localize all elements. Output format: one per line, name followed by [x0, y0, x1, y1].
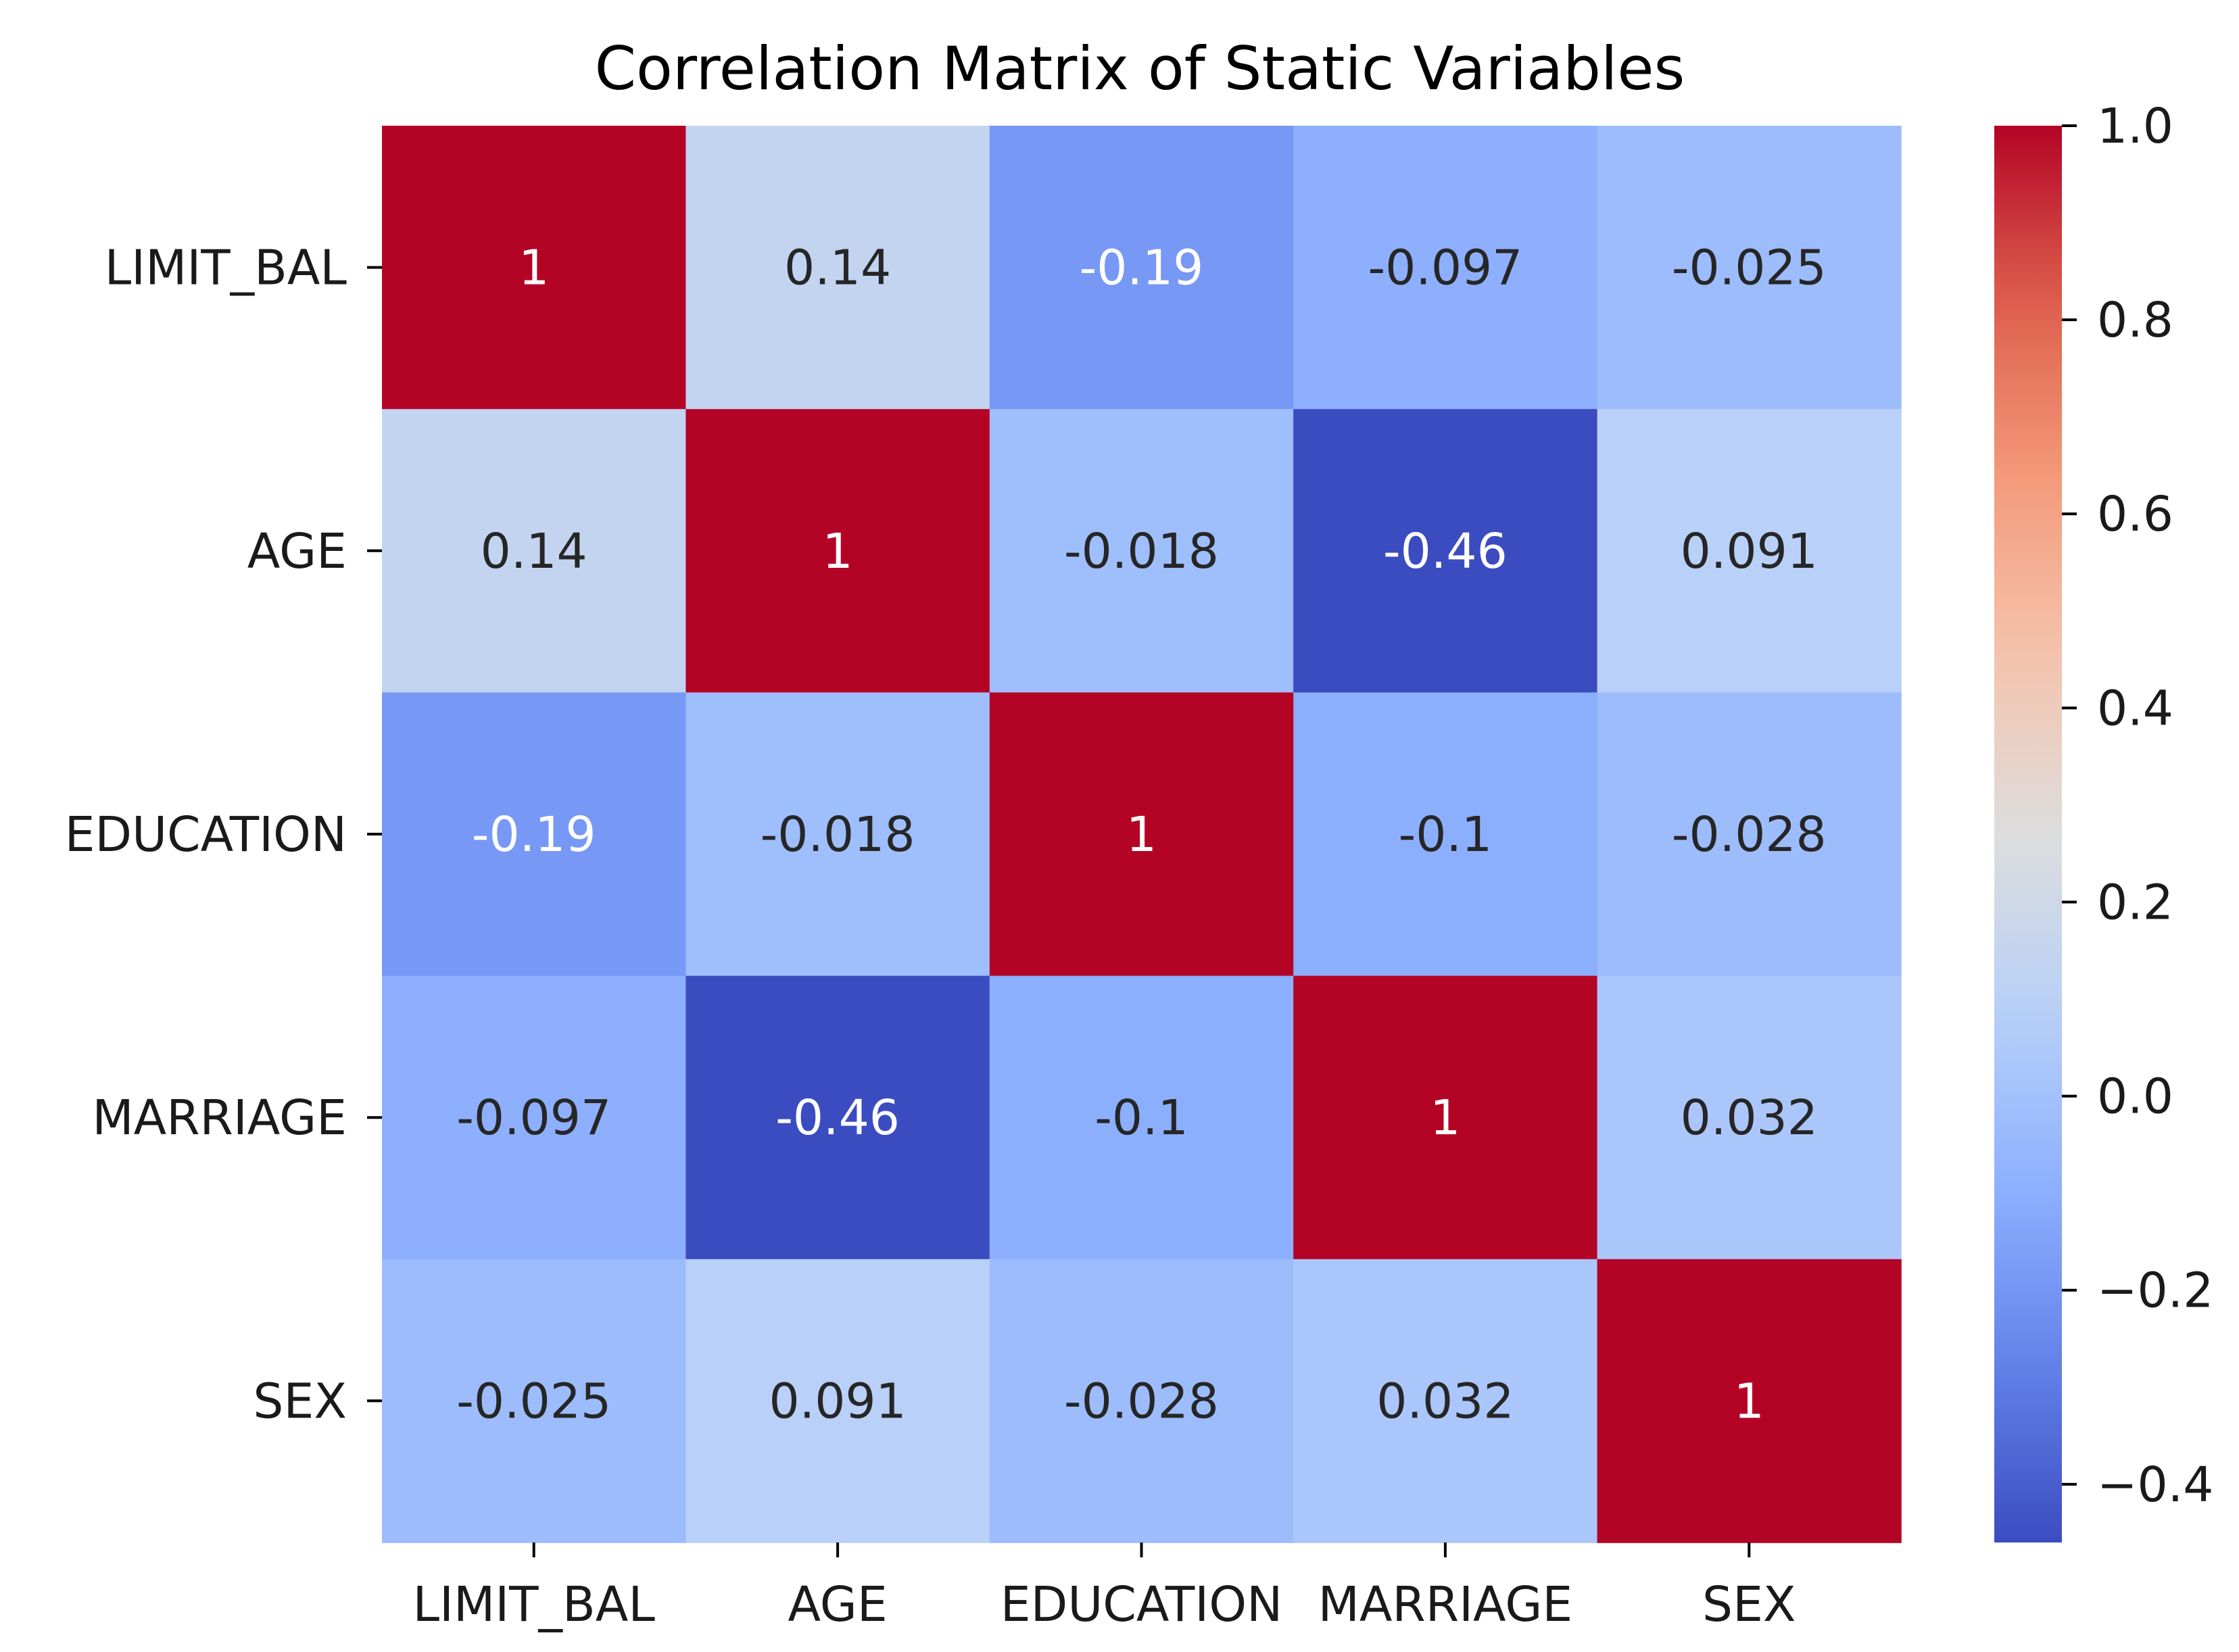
- cell-annotation: -0.025: [456, 1373, 611, 1429]
- heatmap-cell: [382, 692, 687, 977]
- y-tick-label: LIMIT_BAL: [105, 240, 347, 296]
- cell-annotation: -0.025: [1672, 240, 1827, 296]
- cell-annotation: -0.19: [472, 806, 596, 863]
- cell-annotation: 0.091: [769, 1373, 906, 1429]
- heatmap-cell: [1597, 975, 1902, 1260]
- heatmap-cell: [685, 1259, 990, 1543]
- cell-annotation: -0.19: [1080, 240, 1204, 296]
- y-tick-label: EDUCATION: [65, 806, 347, 863]
- y-tick-label: SEX: [253, 1373, 347, 1429]
- cell-annotation: -0.46: [1383, 523, 1508, 579]
- cell-annotation: 1: [1126, 806, 1157, 863]
- heatmap-cell: [989, 126, 1294, 410]
- heatmap-cell: [685, 975, 990, 1260]
- heatmap-cell: [382, 1259, 687, 1543]
- heatmap-cells: [382, 126, 1902, 1543]
- heatmap-cell: [1597, 1259, 1902, 1543]
- colorbar-tick-label: −0.2: [2097, 1263, 2213, 1319]
- cell-annotation: -0.1: [1094, 1090, 1188, 1146]
- heatmap-cell: [989, 1259, 1294, 1543]
- cell-annotation: 1: [1734, 1373, 1764, 1429]
- colorbar-tick-label: 1.0: [2097, 98, 2173, 154]
- colorbar: 1.0 0.8 0.6 0.4 0.2 0.0 −0.2 −0.4: [1994, 98, 2213, 1542]
- cell-annotation: -0.028: [1672, 806, 1827, 863]
- x-tick-label: LIMIT_BAL: [412, 1576, 655, 1632]
- heatmap-cell: [382, 975, 687, 1260]
- cell-annotation: -0.097: [456, 1090, 611, 1146]
- cell-annotation: 0.14: [481, 523, 587, 579]
- heatmap-cell: [1293, 692, 1598, 977]
- cell-annotation: 0.032: [1376, 1373, 1514, 1429]
- colorbar-tick-label: 0.8: [2097, 292, 2173, 348]
- heatmap-cell: [989, 975, 1294, 1260]
- heatmap-cell: [382, 126, 687, 410]
- cell-annotation: 0.14: [784, 240, 891, 296]
- colorbar-tick-label: −0.4: [2097, 1457, 2213, 1513]
- heatmap-cell: [989, 409, 1294, 694]
- colorbar-gradient: [1994, 126, 2062, 1542]
- colorbar-tick-label: 0.2: [2097, 875, 2173, 931]
- cell-annotation: 1: [519, 240, 549, 296]
- y-tick-label: AGE: [247, 523, 347, 579]
- heatmap-cell: [1293, 975, 1598, 1260]
- cell-annotations: 1 0.14 -0.19 -0.097 -0.025 0.14 1 -0.018 -0.46 0.…: [456, 240, 1826, 1430]
- heatmap-cell: [989, 692, 1294, 977]
- x-tick-label: SEX: [1702, 1576, 1796, 1632]
- cell-annotation: 1: [823, 523, 853, 579]
- cell-annotation: -0.028: [1064, 1373, 1219, 1429]
- heatmap-cell: [685, 692, 990, 977]
- cell-annotation: -0.1: [1399, 806, 1493, 863]
- cell-annotation: 0.032: [1681, 1090, 1818, 1146]
- cell-annotation: 0.091: [1681, 523, 1818, 579]
- heatmap-cell: [1597, 126, 1902, 410]
- heatmap-cell: [685, 409, 990, 694]
- heatmap-cell: [1597, 692, 1902, 977]
- cell-annotation: 1: [1430, 1090, 1460, 1146]
- y-tick-label: MARRIAGE: [92, 1090, 347, 1146]
- colorbar-tick-label: 0.6: [2097, 486, 2173, 542]
- y-axis: LIMIT_BAL AGE EDUCATION MARRIAGE SEX: [65, 240, 382, 1429]
- heatmap-cell: [1293, 126, 1598, 410]
- chart-title: Correlation Matrix of Static Variables: [595, 34, 1685, 103]
- x-axis: LIMIT_BAL AGE EDUCATION MARRIAGE SEX: [412, 1542, 1796, 1632]
- cell-annotation: -0.097: [1368, 240, 1522, 296]
- heatmap-cell: [382, 409, 687, 694]
- heatmap-cell: [685, 126, 990, 410]
- x-tick-label: AGE: [788, 1576, 887, 1632]
- colorbar-tick-label: 0.0: [2097, 1069, 2173, 1125]
- cell-annotation: -0.46: [775, 1090, 900, 1146]
- cell-annotation: -0.018: [1064, 523, 1219, 579]
- x-tick-label: MARRIAGE: [1318, 1576, 1573, 1632]
- x-tick-label: EDUCATION: [1001, 1576, 1282, 1632]
- cell-annotation: -0.018: [761, 806, 915, 863]
- heatmap-cell: [1293, 1259, 1598, 1543]
- colorbar-tick-label: 0.4: [2097, 680, 2173, 736]
- heatmap-cell: [1293, 409, 1598, 694]
- heatmap-cell: [1597, 409, 1902, 694]
